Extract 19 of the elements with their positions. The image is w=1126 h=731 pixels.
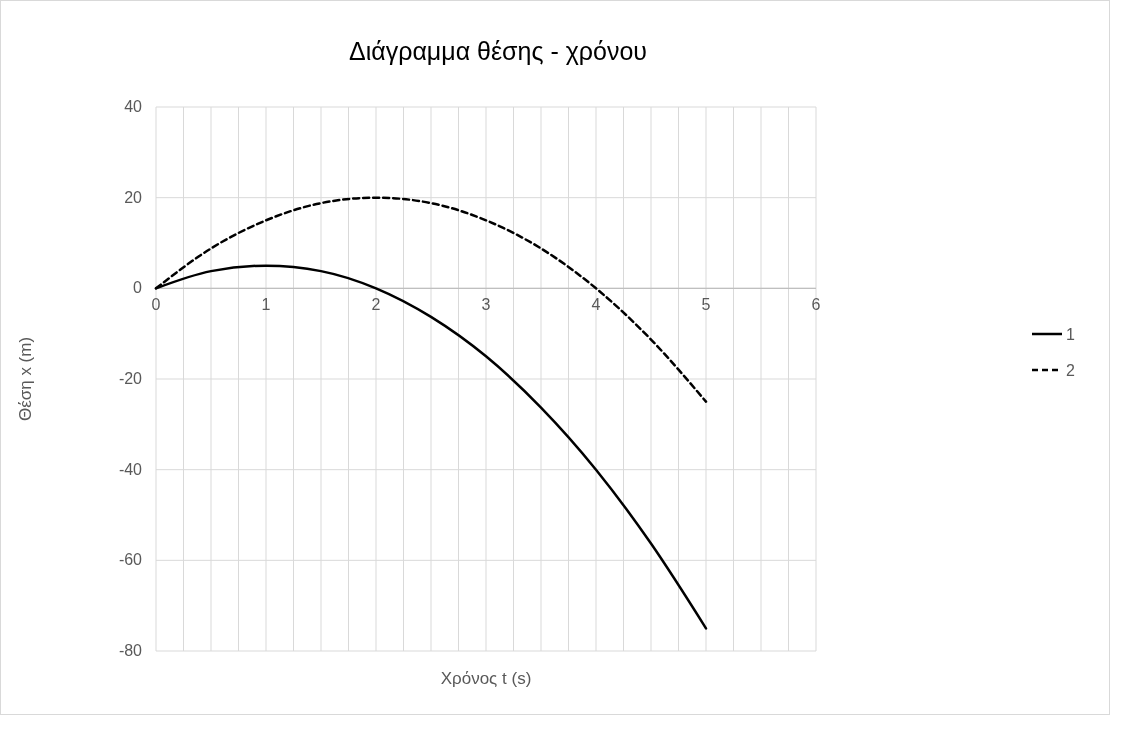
y-tick-label: 20 [124, 188, 143, 206]
y-axis-title: Θέση x (m) [16, 336, 35, 422]
y-tick-label: 40 [124, 98, 143, 115]
x-tick-label: 2 [371, 296, 381, 314]
x-tick-label: 1 [261, 296, 271, 314]
chart-title: Διάγραμμα θέσης - χρόνου [348, 37, 648, 65]
x-tick-label: 6 [811, 296, 821, 314]
x-tick-label: 3 [481, 296, 491, 314]
x-tick-label: 4 [591, 296, 601, 314]
legend-label: 1 [1066, 326, 1075, 343]
legend-label: 2 [1066, 362, 1075, 379]
x-axis-title: Χρόνος t (s) [440, 669, 532, 688]
x-tick-label: 5 [701, 296, 711, 314]
x-tick-label: 0 [151, 296, 161, 314]
y-tick-label: -20 [118, 370, 143, 387]
y-tick-label: -60 [118, 551, 143, 569]
y-tick-label: -40 [118, 460, 143, 478]
y-tick-label: -80 [118, 642, 143, 659]
y-tick-label: 0 [133, 279, 143, 297]
